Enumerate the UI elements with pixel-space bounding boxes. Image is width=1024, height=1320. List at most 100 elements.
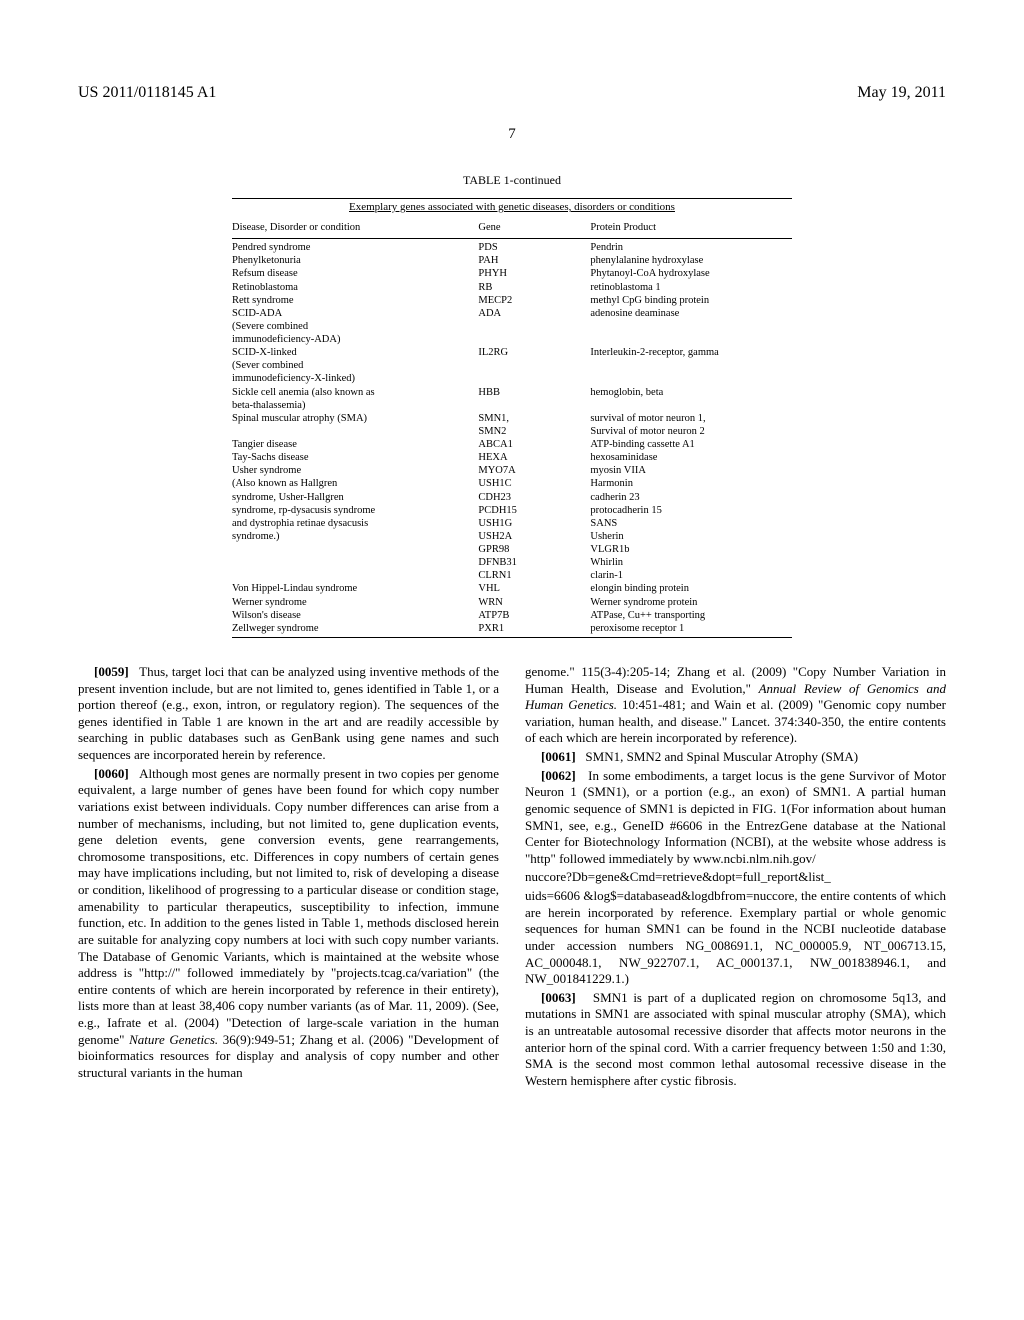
table-row: Wilson's diseaseATP7BATPase, Cu++ transp… (232, 609, 792, 622)
para-0063: [0063] SMN1 is part of a duplicated regi… (525, 990, 946, 1090)
table-cell: Refsum disease (232, 267, 478, 280)
table-cell (232, 543, 478, 556)
table-row: (Sever combined (232, 359, 792, 372)
publication-number: US 2011/0118145 A1 (78, 84, 216, 102)
table-row: (Severe combined (232, 320, 792, 333)
para-0062: [0062] In some embodiments, a target loc… (525, 768, 946, 868)
table-cell: Harmonin (590, 477, 792, 490)
table-cell: Retinoblastoma (232, 281, 478, 294)
table-cell (590, 359, 792, 372)
para-0062-text: In some embodiments, a target locus is t… (525, 768, 946, 866)
table-cell (478, 399, 590, 412)
table-cell: DFNB31 (478, 556, 590, 569)
table-cell: HEXA (478, 451, 590, 464)
table-row: Refsum diseasePHYHPhytanoyl-CoA hydroxyl… (232, 267, 792, 280)
table-row: SCID-ADAADAadenosine deaminase (232, 307, 792, 320)
table-cell: Usher syndrome (232, 464, 478, 477)
table-cell: Usherin (590, 530, 792, 543)
table-subtitle: Exemplary genes associated with genetic … (232, 201, 792, 213)
table-cell: Spinal muscular atrophy (SMA) (232, 412, 478, 425)
table-row: (Also known as HallgrenUSH1CHarmonin (232, 477, 792, 490)
table-cell: immunodeficiency-ADA) (232, 333, 478, 346)
table-cell (590, 399, 792, 412)
table-cell: clarin-1 (590, 569, 792, 582)
table-cell: RB (478, 281, 590, 294)
table-row: RetinoblastomaRBretinoblastoma 1 (232, 281, 792, 294)
para-0060-text: Although most genes are normally present… (78, 766, 499, 1047)
genes-table: TABLE 1-continued Exemplary genes associ… (232, 173, 792, 638)
table-cell: Pendrin (590, 241, 792, 254)
table-cell: syndrome.) (232, 530, 478, 543)
table-cell (478, 359, 590, 372)
table-row: and dystrophia retinae dysacusisUSH1GSAN… (232, 517, 792, 530)
table-cell: and dystrophia retinae dysacusis (232, 517, 478, 530)
table-row: GPR98VLGR1b (232, 543, 792, 556)
table-cell: Interleukin-2-receptor, gamma (590, 346, 792, 359)
para-0060: [0060] Although most genes are normally … (78, 766, 499, 1082)
table-cell: ATPase, Cu++ transporting (590, 609, 792, 622)
table-row: Zellweger syndromePXR1peroxisome recepto… (232, 622, 792, 635)
table-cell: methyl CpG binding protein (590, 294, 792, 307)
table-cell: myosin VIIA (590, 464, 792, 477)
table-rule-top (232, 198, 792, 199)
table-row: Pendred syndromePDSPendrin (232, 241, 792, 254)
table-row: syndrome, Usher-HallgrenCDH23cadherin 23 (232, 491, 792, 504)
para-num-0060: [0060] (94, 766, 129, 781)
table-cell: adenosine deaminase (590, 307, 792, 320)
table-cell: hexosaminidase (590, 451, 792, 464)
table-cell: beta-thalassemia) (232, 399, 478, 412)
table-cell: ATP7B (478, 609, 590, 622)
table-row: immunodeficiency-ADA) (232, 333, 792, 346)
table-row: beta-thalassemia) (232, 399, 792, 412)
para-0059: [0059] Thus, target loci that can be ana… (78, 664, 499, 764)
table-row: syndrome.)USH2AUsherin (232, 530, 792, 543)
table-cell: retinoblastoma 1 (590, 281, 792, 294)
para-0061: [0061] SMN1, SMN2 and Spinal Muscular At… (525, 749, 946, 766)
para-num-0063: [0063] (541, 990, 576, 1005)
table-cell: ATP-binding cassette A1 (590, 438, 792, 451)
table-rule-head (232, 238, 792, 239)
para-0060-cont: genome." 115(3-4):205-14; Zhang et al. (… (525, 664, 946, 747)
table-row: Sickle cell anemia (also known asHBBhemo… (232, 386, 792, 399)
table-row: syndrome, rp-dysacusis syndromePCDH15pro… (232, 504, 792, 517)
table-cell: syndrome, rp-dysacusis syndrome (232, 504, 478, 517)
table-row: SMN2Survival of motor neuron 2 (232, 425, 792, 438)
table-title: TABLE 1-continued (232, 173, 792, 188)
table-cell (232, 569, 478, 582)
table-cell: (Sever combined (232, 359, 478, 372)
table-row: Werner syndromeWRNWerner syndrome protei… (232, 596, 792, 609)
table-cell: syndrome, Usher-Hallgren (232, 491, 478, 504)
para-0062-url: nuccore?Db=gene&Cmd=retrieve&dopt=full_r… (525, 869, 946, 886)
table-cell: Phenylketonuria (232, 254, 478, 267)
table-cell: MYO7A (478, 464, 590, 477)
para-0062-tail: uids=6606 &log$=databasead&logdbfrom=nuc… (525, 888, 946, 988)
table-cell: ABCA1 (478, 438, 590, 451)
table-cell (232, 556, 478, 569)
table-cell: SANS (590, 517, 792, 530)
table-cell: VHL (478, 582, 590, 595)
table-cell: HBB (478, 386, 590, 399)
table-header-row: Disease, Disorder or condition Gene Prot… (232, 219, 792, 236)
table-cell (590, 372, 792, 385)
table-cell: Tay-Sachs disease (232, 451, 478, 464)
table-row: SCID-X-linkedIL2RGInterleukin-2-receptor… (232, 346, 792, 359)
table-cell: Phytanoyl-CoA hydroxylase (590, 267, 792, 280)
table-cell: WRN (478, 596, 590, 609)
table-cell: cadherin 23 (590, 491, 792, 504)
table-cell: Rett syndrome (232, 294, 478, 307)
table-cell: USH2A (478, 530, 590, 543)
table-cell: phenylalanine hydroxylase (590, 254, 792, 267)
table-cell: GPR98 (478, 543, 590, 556)
body-text: [0059] Thus, target loci that can be ana… (78, 664, 946, 1092)
table-cell: SMN1, (478, 412, 590, 425)
table-row: Von Hippel-Lindau syndromeVHLelongin bin… (232, 582, 792, 595)
table-cell: (Severe combined (232, 320, 478, 333)
table-cell (478, 372, 590, 385)
page-header: US 2011/0118145 A1 May 19, 2011 (78, 84, 946, 102)
table-cell: CLRN1 (478, 569, 590, 582)
table-cell (232, 425, 478, 438)
table-cell: Whirlin (590, 556, 792, 569)
table-row: Usher syndromeMYO7Amyosin VIIA (232, 464, 792, 477)
para-0059-text: Thus, target loci that can be analyzed u… (78, 664, 499, 762)
table-cell: USH1C (478, 477, 590, 490)
